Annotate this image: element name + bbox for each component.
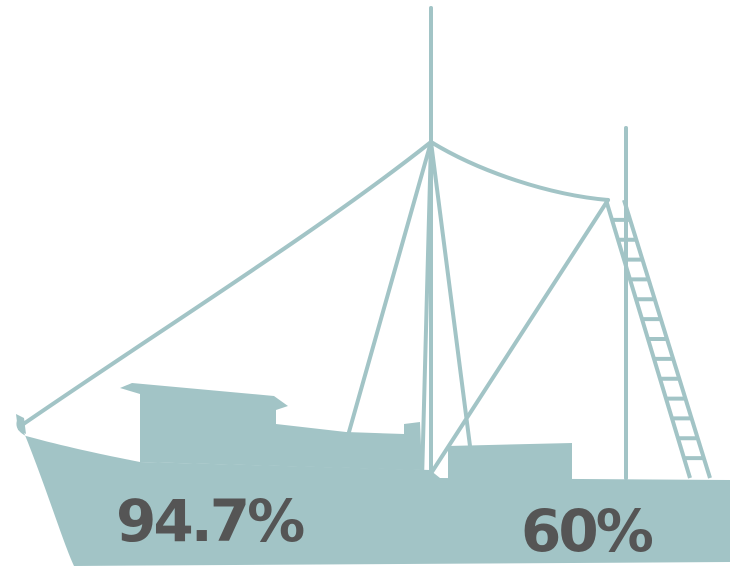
shroud-inner-left [420,140,433,482]
shroud-left [347,140,433,434]
boom-line [426,198,610,480]
hull [16,418,730,566]
shroud-right [429,140,472,448]
stat-value-right: 60% [521,497,654,565]
wheelhouse [120,383,422,470]
ladder-rungs [612,217,704,461]
stat-value-left: 94.7% [116,487,305,555]
forestay-line [20,140,433,427]
rigging [20,6,628,484]
bow-tip [16,414,26,434]
aft-cabin [448,443,572,480]
hull-group [16,383,730,566]
mast-span-line [429,140,610,202]
